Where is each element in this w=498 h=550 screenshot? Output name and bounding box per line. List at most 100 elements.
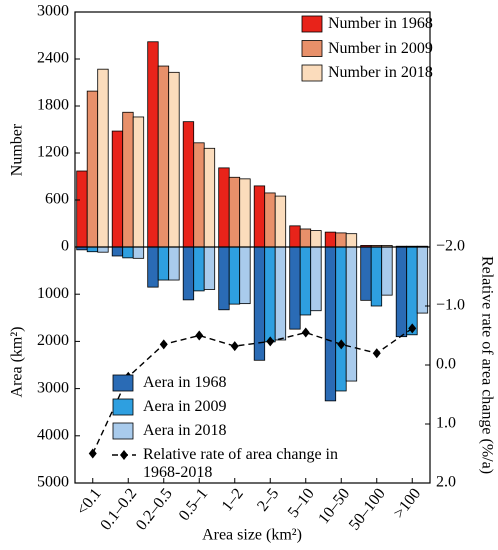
bar — [147, 246, 159, 288]
y2-tick-label: 2.0 — [436, 474, 456, 491]
bar — [182, 246, 195, 301]
rate-marker — [195, 330, 204, 341]
bar — [345, 233, 358, 248]
y-tick-label: 600 — [45, 191, 69, 208]
y-tick-label: 4000 — [37, 426, 69, 443]
bar — [264, 246, 276, 343]
bar — [203, 147, 216, 248]
rate-marker — [337, 339, 346, 350]
bar — [218, 246, 230, 311]
legend-swatch — [301, 15, 323, 33]
legend-label: Number in 2009 — [328, 39, 433, 57]
x-tick-label: 0.1–0.2 — [97, 485, 140, 533]
x-tick-label: 2–5 — [254, 485, 282, 514]
bar — [324, 231, 337, 248]
bar — [264, 192, 276, 248]
bar — [274, 246, 287, 341]
bar — [193, 246, 205, 292]
x-axis-label: Area size (km²) — [202, 527, 302, 544]
bar — [324, 246, 337, 402]
rate-marker — [408, 323, 417, 334]
y-tick-label: 2000 — [37, 332, 69, 349]
y-axis-label: Number — [9, 123, 26, 176]
bar — [228, 246, 241, 305]
bar — [335, 246, 347, 392]
y-tick-label: 1800 — [37, 97, 69, 114]
rate-line — [92, 327, 413, 454]
x-tick-label: 50–100 — [346, 485, 389, 533]
legend-label: Relative rate of area change in 1968-201… — [143, 446, 338, 481]
x-tick-label: >100 — [391, 485, 425, 521]
y2-tick-label: 0.0 — [436, 356, 456, 373]
legend-swatch — [112, 422, 134, 440]
legend-label: Aera in 1968 — [143, 374, 227, 391]
bar — [416, 246, 429, 314]
bar — [274, 195, 287, 248]
bar — [310, 246, 322, 312]
y2-tick-label: 1.0 — [436, 415, 456, 432]
legend-marker — [120, 450, 128, 460]
y-tick-label: 1000 — [37, 285, 69, 302]
bar — [289, 225, 301, 248]
bar — [111, 246, 124, 257]
bar — [122, 111, 134, 248]
bar — [253, 185, 266, 248]
bar — [218, 167, 230, 248]
legend-swatch — [301, 40, 323, 57]
bar — [381, 246, 393, 296]
rate-marker — [230, 341, 239, 352]
bar — [289, 246, 301, 330]
bar — [370, 246, 383, 307]
legend-label: Number in 1968 — [328, 15, 433, 32]
bar — [203, 246, 216, 290]
bar — [345, 246, 358, 382]
bar — [132, 246, 145, 259]
bar — [360, 246, 372, 301]
rate-marker — [159, 339, 168, 350]
bar — [335, 232, 347, 248]
bar — [299, 246, 312, 316]
bar — [76, 170, 88, 248]
bar — [111, 130, 124, 248]
bar — [299, 228, 312, 248]
rate-marker — [88, 448, 97, 459]
bar — [147, 41, 159, 248]
legend-label: Aera in 2018 — [143, 422, 227, 439]
x-tick-label: <0.1 — [74, 485, 105, 518]
bar — [157, 65, 170, 248]
legend-swatch — [301, 64, 323, 82]
y-tick-label: 3000 — [37, 379, 69, 396]
bar — [239, 178, 251, 248]
legend-label: Aera in 2009 — [143, 398, 227, 415]
legend-label: Number in 2018 — [328, 64, 433, 81]
x-tick-label: 1–2 — [219, 485, 247, 514]
bar — [97, 246, 109, 253]
y-tick-label: 3000 — [37, 3, 69, 20]
bar — [239, 246, 251, 305]
bar — [228, 176, 241, 248]
legend-swatch — [112, 398, 134, 416]
x-tick-label: 5–10 — [285, 485, 318, 521]
bar — [97, 68, 109, 248]
bar — [168, 246, 180, 281]
y2-tick-label: −1.0 — [436, 297, 465, 314]
bar — [193, 142, 205, 248]
y-tick-label: 1200 — [37, 144, 69, 161]
bar — [86, 246, 99, 253]
bar — [168, 71, 180, 248]
bar — [86, 90, 99, 248]
bar — [406, 246, 418, 336]
bar — [395, 246, 408, 338]
y2-tick-label: −2.0 — [436, 238, 465, 255]
bar — [122, 246, 134, 259]
legend-swatch — [112, 374, 134, 392]
y-tick-label: 2400 — [37, 50, 69, 67]
rate-marker — [372, 348, 381, 359]
rate-marker — [301, 327, 310, 338]
bar — [132, 116, 145, 248]
y-tick-label: 5000 — [37, 474, 69, 491]
rate-marker — [266, 336, 275, 347]
x-tick-label: 0.5–1 — [176, 485, 212, 524]
